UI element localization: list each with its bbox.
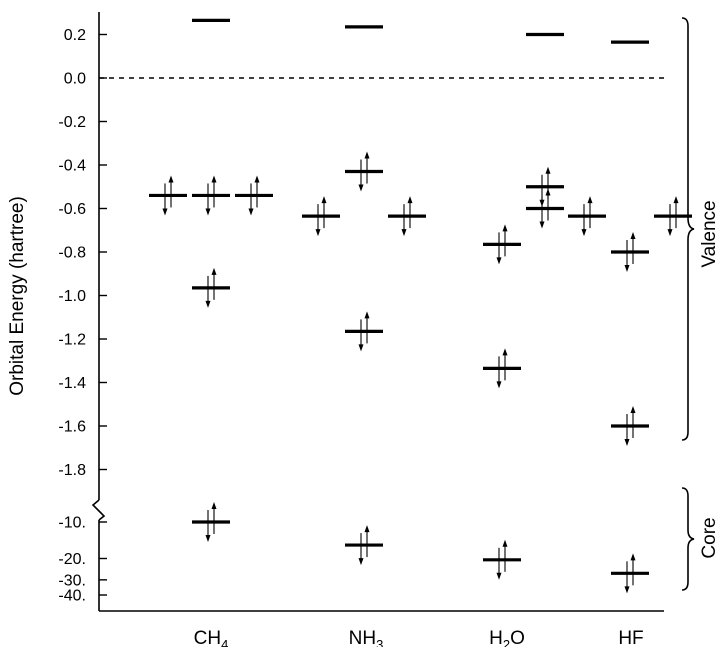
spin-down-arrowhead-icon [162, 208, 168, 216]
spin-up-arrowhead-icon [587, 196, 593, 204]
spin-down-arrowhead-icon [581, 229, 587, 237]
orbital-level-ch4-2-0 [192, 267, 230, 308]
spin-up-arrowhead-icon [168, 175, 174, 183]
y-tick-label-valence-3: -0.4 [58, 158, 86, 175]
spin-down-arrowhead-icon [667, 229, 673, 237]
category-label-h2o: H2O [489, 628, 525, 647]
spin-up-arrowhead-icon [502, 224, 508, 232]
spin-down-arrowhead-icon [624, 439, 630, 446]
orbital-level-nh3-6-0 [302, 196, 340, 237]
y-tick-label-core-3: -40. [58, 588, 86, 605]
valence-bracket-label: Valence [699, 200, 720, 267]
y-tick-label-core-0: -10. [58, 515, 86, 532]
orbital-level-nh3-5-0 [345, 151, 383, 192]
orbital-level-ch4-3-0 [192, 502, 230, 542]
spin-up-arrowhead-icon [211, 175, 217, 183]
spin-down-arrowhead-icon [496, 257, 502, 265]
y-axis-title: Orbital Energy (hartree) [7, 196, 28, 396]
orbital-level-h2o-12-0 [483, 224, 521, 265]
category-label-hf: HF [618, 628, 643, 647]
spin-down-arrowhead-icon [358, 184, 364, 192]
y-tick-label-valence-7: -1.2 [58, 332, 86, 349]
core-bracket-label: Core [699, 517, 720, 558]
spin-up-arrowhead-icon [364, 525, 370, 533]
orbital-level-hf-18-0 [611, 406, 649, 446]
y-tick-label-valence-4: -0.6 [58, 201, 86, 218]
orbital-level-hf-19-0 [611, 553, 649, 594]
spin-down-arrowhead-icon [624, 265, 630, 272]
spin-up-arrowhead-icon [254, 175, 260, 183]
spin-up-arrowhead-icon [211, 267, 217, 275]
y-tick-label-core-1: -20. [58, 551, 86, 568]
category-label-ch4: CH4 [194, 628, 229, 647]
axis-break-icon [91, 499, 106, 521]
y-tick-label-valence-5: -0.8 [58, 245, 86, 262]
orbital-level-hf-16-1 [654, 196, 692, 237]
orbital-levels [149, 18, 692, 594]
spin-down-arrowhead-icon [248, 208, 254, 216]
spin-down-arrowhead-icon [205, 208, 211, 216]
spin-up-arrowhead-icon [364, 311, 370, 319]
spin-down-arrowhead-icon [358, 344, 364, 352]
y-tick-label-valence-9: -1.6 [58, 419, 86, 436]
y-tick-label-valence-6: -1.0 [58, 288, 86, 305]
y-tick-label-valence-0: 0.2 [64, 27, 86, 44]
spin-down-arrowhead-icon [401, 229, 407, 237]
y-tick-label-core-2: -30. [58, 572, 86, 589]
orbital-level-h2o-13-0 [483, 348, 521, 389]
spin-down-arrowhead-icon [496, 381, 502, 389]
orbital-level-nh3-6-1 [388, 196, 426, 237]
valence-bracket [681, 17, 695, 441]
spin-up-arrowhead-icon [545, 188, 551, 196]
orbital-level-hf-17-0 [611, 232, 649, 272]
spin-down-arrowhead-icon [358, 558, 364, 566]
y-axis-ticks: 0.2 0.0 -0.2 -0.4 -0.6 -0.8 -1.0 -1.2 -1.4 -1.6 -1… [58, 27, 107, 605]
spin-up-arrowhead-icon [502, 539, 508, 547]
spin-down-arrowhead-icon [315, 229, 321, 237]
spin-up-arrowhead-icon [630, 406, 636, 413]
orbital-level-h2o-11-0 [526, 188, 564, 229]
spin-down-arrowhead-icon [496, 572, 502, 580]
orbital-level-h2o-14-0 [483, 539, 521, 580]
spin-up-arrowhead-icon [407, 196, 413, 204]
spin-down-arrowhead-icon [624, 586, 630, 594]
spin-up-arrowhead-icon [630, 553, 636, 561]
spin-up-arrowhead-icon [502, 348, 508, 356]
y-tick-label-valence-1: 0.0 [64, 71, 86, 88]
spin-up-arrowhead-icon [321, 196, 327, 204]
y-tick-label-valence-8: -1.4 [58, 375, 86, 392]
spin-down-arrowhead-icon [539, 221, 545, 229]
spin-up-arrowhead-icon [364, 151, 370, 159]
spin-up-arrowhead-icon [545, 166, 551, 174]
orbital-level-ch4-1-2 [235, 175, 273, 216]
orbital-level-nh3-8-0 [345, 525, 383, 566]
orbital-level-nh3-7-0 [345, 311, 383, 352]
spin-down-arrowhead-icon [205, 535, 211, 542]
spin-up-arrowhead-icon [673, 196, 679, 204]
orbital-level-hf-16-0 [568, 196, 606, 237]
spin-up-arrowhead-icon [630, 232, 636, 239]
spin-down-arrowhead-icon [205, 300, 211, 308]
core-bracket [681, 487, 695, 591]
orbital-level-ch4-1-0 [149, 175, 187, 216]
y-tick-label-valence-10: -1.8 [58, 462, 86, 479]
orbital-level-h2o-10-0 [526, 166, 564, 207]
spin-up-arrowhead-icon [211, 502, 217, 509]
orbital-level-ch4-1-1 [192, 175, 230, 216]
y-tick-label-valence-2: -0.2 [58, 114, 86, 131]
category-label-nh3: NH3 [349, 628, 384, 647]
